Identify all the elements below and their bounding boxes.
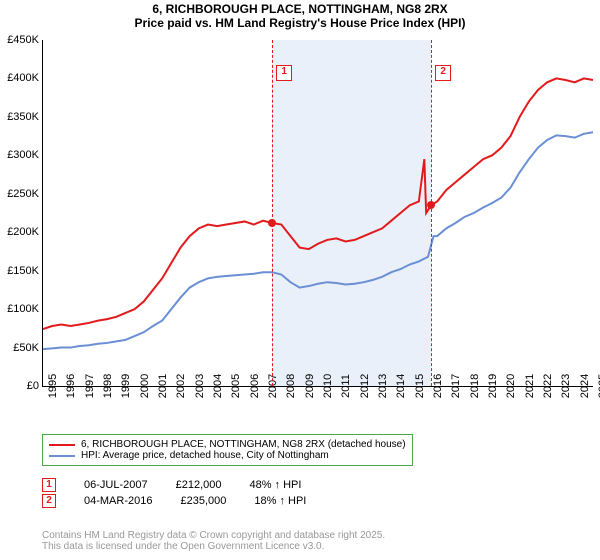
x-tick-label: 2007 xyxy=(263,374,279,398)
annotation-table: 1 06-JUL-2007 £212,000 48% ↑ HPI 2 04-MAR-201… xyxy=(42,478,306,510)
y-tick-label: £0 xyxy=(27,380,43,392)
marker-badge-1: 1 xyxy=(276,65,292,81)
y-tick-label: £400K xyxy=(7,72,43,84)
title-block: 6, RICHBOROUGH PLACE, NOTTINGHAM, NG8 2R… xyxy=(0,0,600,30)
y-tick-label: £250K xyxy=(7,188,43,200)
line-chart-svg xyxy=(43,40,593,386)
x-tick-label: 1998 xyxy=(98,374,114,398)
annotation-date: 06-JUL-2007 xyxy=(84,479,148,491)
x-tick-label: 2011 xyxy=(336,374,352,398)
x-tick-label: 2000 xyxy=(135,374,151,398)
annotation-delta: 48% ↑ HPI xyxy=(249,479,301,491)
legend-row: HPI: Average price, detached house, City… xyxy=(49,450,406,461)
annotation-price: £235,000 xyxy=(180,495,226,507)
x-tick-label: 1995 xyxy=(43,374,59,398)
annotation-delta: 18% ↑ HPI xyxy=(254,495,306,507)
plot-area: £0£50K£100K£150K£200K£250K£300K£350K£400… xyxy=(42,40,593,387)
x-tick-label: 2019 xyxy=(483,374,499,398)
annotation-price: £212,000 xyxy=(176,479,222,491)
legend-label: 6, RICHBOROUGH PLACE, NOTTINGHAM, NG8 2R… xyxy=(81,439,406,450)
y-tick-label: £100K xyxy=(7,303,43,315)
annotation-row: 1 06-JUL-2007 £212,000 48% ↑ HPI xyxy=(42,478,306,492)
title-line-2: Price paid vs. HM Land Registry's House … xyxy=(0,16,600,30)
y-tick-label: £50K xyxy=(13,342,43,354)
x-tick-label: 2013 xyxy=(373,374,389,398)
y-tick-label: £350K xyxy=(7,111,43,123)
x-tick-label: 2008 xyxy=(281,374,297,398)
x-tick-label: 2006 xyxy=(245,374,261,398)
annotation-date: 04-MAR-2016 xyxy=(84,495,152,507)
x-tick-label: 2001 xyxy=(153,374,169,398)
legend-label: HPI: Average price, detached house, City… xyxy=(81,450,329,461)
x-tick-label: 2005 xyxy=(226,374,242,398)
legend-swatch xyxy=(49,444,75,446)
annotation-row: 2 04-MAR-2016 £235,000 18% ↑ HPI xyxy=(42,494,306,508)
y-tick-label: £450K xyxy=(7,34,43,46)
y-tick-label: £150K xyxy=(7,265,43,277)
x-tick-label: 2024 xyxy=(575,374,591,398)
series-price-paid xyxy=(43,78,593,329)
x-tick-label: 2012 xyxy=(355,374,371,398)
x-tick-label: 2003 xyxy=(190,374,206,398)
x-tick-label: 2014 xyxy=(391,374,407,398)
series-hpi xyxy=(43,132,593,349)
x-tick-label: 1997 xyxy=(80,374,96,398)
footer-line-2: This data is licensed under the Open Gov… xyxy=(42,541,385,552)
annotation-badge: 2 xyxy=(42,494,56,508)
legend-swatch xyxy=(49,455,75,457)
x-tick-label: 2010 xyxy=(318,374,334,398)
x-tick-label: 2009 xyxy=(300,374,316,398)
marker-line-2 xyxy=(431,40,432,386)
x-tick-label: 2017 xyxy=(446,374,462,398)
x-tick-label: 2022 xyxy=(538,374,554,398)
x-tick-label: 1999 xyxy=(116,374,132,398)
x-tick-label: 2021 xyxy=(520,374,536,398)
y-tick-label: £300K xyxy=(7,149,43,161)
legend-box: 6, RICHBOROUGH PLACE, NOTTINGHAM, NG8 2R… xyxy=(42,434,413,466)
x-tick-label: 2002 xyxy=(171,374,187,398)
x-tick-label: 2023 xyxy=(556,374,572,398)
annotation-badge: 1 xyxy=(42,478,56,492)
x-tick-label: 2004 xyxy=(208,374,224,398)
x-tick-label: 2015 xyxy=(410,374,426,398)
x-tick-label: 2025 xyxy=(593,374,600,398)
chart-container: 6, RICHBOROUGH PLACE, NOTTINGHAM, NG8 2R… xyxy=(0,0,600,560)
x-tick-label: 2018 xyxy=(465,374,481,398)
x-tick-label: 1996 xyxy=(61,374,77,398)
marker-badge-2: 2 xyxy=(435,65,451,81)
footer-line-1: Contains HM Land Registry data © Crown c… xyxy=(42,530,385,541)
x-tick-label: 2020 xyxy=(501,374,517,398)
footer-text: Contains HM Land Registry data © Crown c… xyxy=(42,530,385,552)
title-line-1: 6, RICHBOROUGH PLACE, NOTTINGHAM, NG8 2R… xyxy=(0,2,600,16)
legend-row: 6, RICHBOROUGH PLACE, NOTTINGHAM, NG8 2R… xyxy=(49,439,406,450)
y-tick-label: £200K xyxy=(7,226,43,238)
marker-line-1 xyxy=(272,40,273,386)
